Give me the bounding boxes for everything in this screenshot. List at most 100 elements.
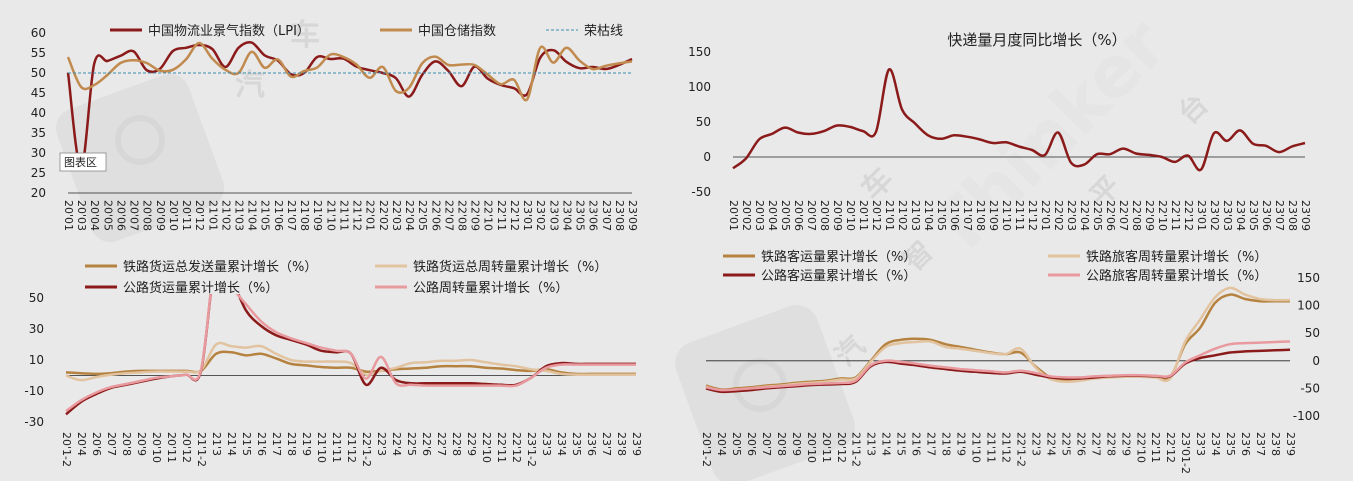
- x-tick-label: 23'3: [1194, 432, 1207, 456]
- x-tick-label: 23'5: [570, 432, 583, 456]
- x-tick-label: 21'5: [895, 432, 908, 456]
- x-tick-label: 23'3: [540, 432, 553, 456]
- x-tick-label: 22'08: [455, 200, 468, 231]
- y-tick-label: 25: [31, 166, 46, 180]
- legend-label: 荣枯线: [584, 24, 623, 39]
- x-tick-label: 22'1-2: [1014, 432, 1027, 467]
- x-tick-label: 21'06: [272, 200, 285, 231]
- x-tick-label: 21'07: [285, 200, 298, 231]
- tooltip-text: 图表区: [64, 155, 97, 169]
- x-tick-label: 22'7: [1089, 432, 1102, 456]
- x-tick-label: 21'11: [330, 432, 343, 463]
- x-tick-label: 22'5: [1059, 432, 1072, 456]
- x-tick-label: 20'12: [180, 432, 193, 463]
- x-tick-label: 20'11: [820, 432, 833, 463]
- x-tick-label: 23'9: [630, 432, 643, 456]
- legend-label: 铁路客运量累计增长（%）: [761, 249, 916, 265]
- x-tick-label: 21'1-2: [850, 432, 863, 467]
- chart-2-title: 快递量月度同比增长（%）: [947, 31, 1126, 49]
- x-tick-label: 21'3: [210, 432, 223, 456]
- x-tick-label: 20'01: [62, 200, 75, 231]
- x-tick-label: 22'06: [1104, 200, 1117, 231]
- x-tick-label: 22'08: [1130, 200, 1143, 231]
- chart-4-legend: 铁路客运量累计增长（%） 铁路旅客周转量累计增长（%） 公路客运量累计增长（%） 公路…: [723, 249, 1267, 284]
- x-tick-label: 20'1-2: [700, 432, 713, 467]
- x-tick-label: 21'12: [351, 200, 364, 231]
- x-tick-label: 22'05: [1091, 200, 1104, 231]
- y-tick-label: 10: [29, 353, 44, 367]
- y-tick-label: 30: [29, 322, 44, 336]
- x-tick-label: 22'12: [1182, 200, 1195, 231]
- y-tick-label: -50: [691, 185, 711, 199]
- x-tick-label: 23'8: [615, 432, 628, 456]
- legend-item-road-passenger-turnover: 公路旅客周转量累计增长（%）: [1048, 268, 1267, 284]
- x-tick-label: 20'12: [870, 200, 883, 231]
- x-tick-label: 20'8: [775, 432, 788, 456]
- x-tick-label: 22'6: [1074, 432, 1087, 456]
- watermark-logo-ring: [115, 115, 165, 165]
- x-tick-label: 23'6: [1239, 432, 1252, 456]
- legend-label: 公路客运量累计增长（%）: [761, 268, 916, 284]
- y-tick-label: 100: [1297, 299, 1320, 313]
- x-tick-label: 21'6: [255, 432, 268, 456]
- legend-item-lpi: 中国物流业景气指数（LPI）: [110, 23, 310, 39]
- x-tick-label: 22'9: [1119, 432, 1132, 456]
- x-tick-label: 22'01: [1039, 200, 1052, 231]
- x-tick-label: 21'12: [345, 432, 358, 463]
- x-tick-label: 22'12: [510, 432, 523, 463]
- y-tick-label: -30: [24, 415, 44, 429]
- x-tick-label: 21'9: [955, 432, 968, 456]
- x-tick-label: 22'7: [435, 432, 448, 456]
- x-tick-label: 21'12: [1026, 200, 1039, 231]
- x-tick-label: 21'7: [270, 432, 283, 456]
- legend-item-road-freight-volume: 公路货运量累计增长（%）: [85, 280, 278, 296]
- x-tick-label: 22'12: [1164, 432, 1177, 463]
- x-tick-label: 23'07: [1273, 200, 1286, 231]
- x-tick-label: 20'12: [835, 432, 848, 463]
- x-tick-label: 23'09: [626, 200, 639, 231]
- x-tick-label: 23'1-2: [525, 432, 538, 467]
- x-tick-label: 20'02: [740, 200, 753, 231]
- legend-item-rail-freight-volume: 铁路货运总发送量累计增长（%）: [85, 259, 317, 275]
- x-tick-label: 21'10: [970, 432, 983, 463]
- x-tick-label: 22'06: [429, 200, 442, 231]
- x-tick-label: 22'10: [1156, 200, 1169, 231]
- x-tick-label: 22'09: [1143, 200, 1156, 231]
- chart-area-tooltip: 图表区: [59, 152, 107, 172]
- x-tick-label: 20'6: [745, 432, 758, 456]
- x-tick-label: 21'08: [298, 200, 311, 231]
- y-tick-label: 50: [1305, 326, 1320, 340]
- x-tick-label: 21'1-2: [195, 432, 208, 467]
- x-tick-label: 21'6: [910, 432, 923, 456]
- x-tick-label: 22'3: [375, 432, 388, 456]
- x-tick-label: 21'4: [880, 432, 893, 456]
- y-tick-label: -10: [24, 384, 44, 398]
- y-tick-label: -50: [1300, 381, 1320, 395]
- legend-item-road-passenger-volume: 公路客运量累计增长（%）: [723, 268, 916, 284]
- legend-label: 公路货运量累计增长（%）: [123, 280, 278, 296]
- x-tick-label: 23'07: [600, 200, 613, 231]
- x-tick-label: 22'9: [465, 432, 478, 456]
- x-tick-label: 23'04: [1234, 200, 1247, 231]
- x-tick-label: 23'01: [1195, 200, 1208, 231]
- x-tick-label: 20'04: [766, 200, 779, 231]
- x-tick-label: 20'07: [805, 200, 818, 231]
- x-tick-label: 20'08: [141, 200, 154, 231]
- x-tick-label: 20'08: [818, 200, 831, 231]
- x-tick-label: 21'4: [225, 432, 238, 456]
- x-tick-label: 23'7: [1254, 432, 1267, 456]
- x-tick-label: 21'11: [1013, 200, 1026, 231]
- x-tick-label: 22'07: [1117, 200, 1130, 231]
- x-tick-label: 21'08: [974, 200, 987, 231]
- x-tick-label: 23'6: [585, 432, 598, 456]
- x-tick-label: 22'03: [1065, 200, 1078, 231]
- y-tick-label: -100: [1293, 409, 1320, 423]
- x-tick-label: 20'10: [805, 432, 818, 463]
- legend-label: 铁路旅客周转量累计增长（%）: [1086, 249, 1267, 265]
- watermark-logo-shape-2: [675, 305, 855, 481]
- x-tick-label: 23'08: [613, 200, 626, 231]
- x-tick-label: 20'8: [120, 432, 133, 456]
- x-tick-label: 21'9: [300, 432, 313, 456]
